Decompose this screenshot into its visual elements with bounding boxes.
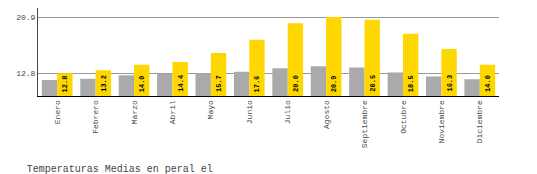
svg-text:Julio: Julio (283, 100, 292, 124)
svg-text:20.5: 20.5 (369, 75, 377, 92)
svg-text:Octubre: Octubre (399, 100, 408, 134)
svg-text:14.4: 14.4 (177, 75, 185, 92)
svg-text:20.9: 20.9 (16, 13, 35, 22)
svg-text:Septiembre: Septiembre (360, 100, 369, 148)
svg-text:14.0: 14.0 (484, 75, 492, 92)
svg-text:16.3: 16.3 (446, 75, 454, 92)
svg-text:Mayo: Mayo (206, 100, 215, 119)
svg-text:Agosto: Agosto (322, 100, 331, 129)
svg-text:Junio: Junio (245, 100, 254, 124)
svg-text:Marzo: Marzo (130, 100, 139, 124)
svg-text:12.8: 12.8 (61, 76, 69, 93)
svg-text:12.8: 12.8 (16, 69, 35, 78)
svg-text:13.2: 13.2 (100, 75, 108, 92)
svg-text:20.0: 20.0 (292, 75, 300, 92)
svg-text:Diciembre: Diciembre (475, 100, 484, 143)
svg-text:17.6: 17.6 (253, 76, 261, 93)
svg-text:20.9: 20.9 (330, 75, 338, 92)
svg-text:14.0: 14.0 (138, 75, 146, 92)
svg-text:18.5: 18.5 (407, 75, 415, 92)
svg-text:Temperaturas Medias en peral e: Temperaturas Medias en peral el (27, 164, 213, 174)
svg-text:Enero: Enero (53, 100, 62, 124)
svg-text:15.7: 15.7 (215, 75, 223, 92)
svg-text:Febrero: Febrero (91, 100, 100, 134)
svg-text:Noviembre: Noviembre (437, 100, 446, 143)
svg-text:Abril: Abril (168, 100, 177, 124)
